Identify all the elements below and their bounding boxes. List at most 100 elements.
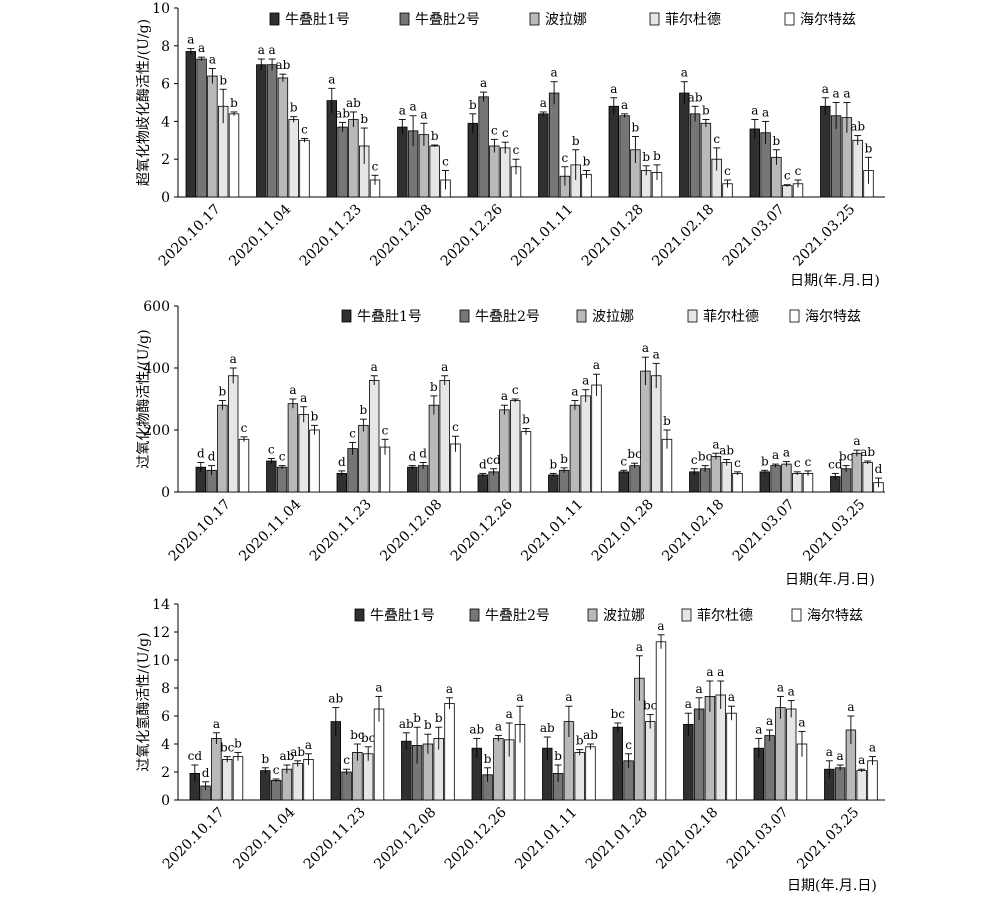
y-tick-label: 10 — [152, 653, 170, 669]
bar — [303, 759, 314, 801]
significance-letter: a — [446, 682, 453, 696]
bar — [764, 735, 775, 801]
x-tick-label: 2021.01.28 — [579, 202, 647, 270]
bar — [270, 780, 282, 801]
bar — [574, 752, 585, 801]
significance-letter: ab — [469, 722, 484, 736]
bar — [337, 126, 348, 198]
bar — [645, 721, 656, 801]
x-tick-label: 2020.12.26 — [438, 201, 506, 269]
significance-letter: a — [706, 665, 713, 679]
significance-letter: c — [620, 454, 627, 468]
y-axis-title: 过氧化物酶活性/(U/g) — [136, 329, 152, 468]
significance-letter: a — [571, 385, 578, 399]
significance-letter: c — [724, 164, 731, 178]
legend-swatch-3 — [529, 12, 540, 26]
significance-letter: b — [560, 452, 568, 466]
x-axis-title: 日期(年.月.日) — [790, 273, 880, 289]
legend-label-3: 波拉娜 — [545, 12, 587, 28]
bar — [358, 424, 369, 493]
significance-letter: a — [858, 753, 865, 767]
x-tick-label: 2020.11.23 — [307, 497, 375, 565]
bar — [699, 468, 711, 493]
bar — [749, 128, 761, 198]
legend-swatch-2 — [459, 309, 470, 323]
significance-letter: a — [551, 66, 558, 80]
y-tick-label: 2 — [161, 152, 170, 168]
significance-letter: b — [865, 141, 873, 155]
bar — [276, 466, 288, 493]
x-tick-label: 2021.03.07 — [724, 805, 792, 873]
significance-letter: bc — [698, 450, 713, 464]
bar — [608, 105, 620, 198]
significance-letter: a — [540, 96, 547, 110]
significance-letter: b — [576, 734, 584, 748]
significance-letter: b — [522, 412, 530, 426]
bar — [852, 139, 863, 198]
significance-letter: a — [696, 682, 703, 696]
x-tick-label: 2020.11.23 — [297, 202, 365, 270]
bar — [732, 472, 743, 493]
significance-letter: a — [762, 105, 769, 119]
significance-letter: bc — [643, 699, 658, 713]
x-tick-label: 2021.03.25 — [794, 805, 862, 873]
significance-letter: a — [847, 700, 854, 714]
significance-letter: c — [241, 421, 248, 435]
significance-letter: a — [788, 685, 795, 699]
bar — [759, 471, 771, 493]
significance-letter: bc — [611, 707, 626, 721]
significance-letter: ab — [335, 106, 350, 120]
bar — [196, 58, 207, 198]
significance-letter: b — [219, 73, 227, 87]
significance-letter: b — [431, 129, 439, 143]
chart-panel-3: 0 2 4 6 8 10 12 14 过氧化氢酶活性/(U/g) 日期(年.月.日) 牛叠肚1号 牛叠… — [136, 597, 885, 894]
x-tick-label: 2021.03.07 — [720, 202, 788, 270]
y-tick-label: 10 — [152, 1, 170, 17]
y-tick-label: 4 — [161, 737, 170, 753]
bar — [228, 113, 240, 198]
significance-letter: ab — [540, 721, 555, 735]
significance-letter: c — [279, 450, 286, 464]
significance-letter: a — [371, 360, 378, 374]
y-tick-label: 6 — [161, 709, 170, 725]
x-tick-label: 2021.03.25 — [800, 497, 868, 565]
significance-letter: a — [837, 749, 844, 763]
significance-letter: c — [512, 383, 519, 397]
legend-label-5: 海尔特兹 — [805, 309, 861, 325]
bar — [569, 404, 581, 493]
legend-swatch-1 — [269, 12, 280, 26]
bar — [260, 770, 271, 801]
significance-letter: b — [234, 736, 242, 750]
significance-letter: d — [197, 447, 205, 461]
significance-letter: cd — [828, 457, 843, 471]
bar — [834, 767, 846, 801]
significance-letter: a — [375, 680, 382, 694]
legend-label-1: 牛叠肚1号 — [285, 12, 350, 28]
significance-letter: b — [424, 718, 432, 732]
legend-swatch-2 — [469, 608, 480, 622]
bar — [347, 448, 358, 493]
x-tick-label: 2021.02.18 — [649, 202, 717, 270]
legend-label-2: 牛叠肚2号 — [415, 12, 480, 28]
x-tick-label: 2020.12.08 — [371, 805, 439, 873]
bar — [309, 429, 320, 493]
x-tick-label: 2021.02.18 — [659, 497, 727, 565]
bar — [348, 119, 359, 198]
bar — [444, 703, 455, 801]
significance-letter: a — [657, 619, 664, 633]
legend-swatch-4 — [681, 608, 692, 622]
x-tick-label: 2020.12.26 — [442, 804, 510, 872]
significance-letter: ab — [688, 90, 703, 104]
significance-letter: a — [822, 82, 829, 96]
legend-label-4: 菲尔杜德 — [697, 608, 753, 624]
x-tick-label: 2020.10.17 — [156, 202, 224, 270]
bar — [792, 472, 803, 493]
significance-letter: a — [833, 87, 840, 101]
bar — [689, 113, 701, 198]
significance-letter: a — [777, 680, 784, 694]
significance-letter: d — [875, 462, 883, 476]
significance-letter: ab — [719, 443, 734, 457]
significance-letter: c — [805, 455, 812, 469]
significance-letter: b — [549, 457, 557, 471]
significance-letter: ab — [328, 692, 343, 706]
